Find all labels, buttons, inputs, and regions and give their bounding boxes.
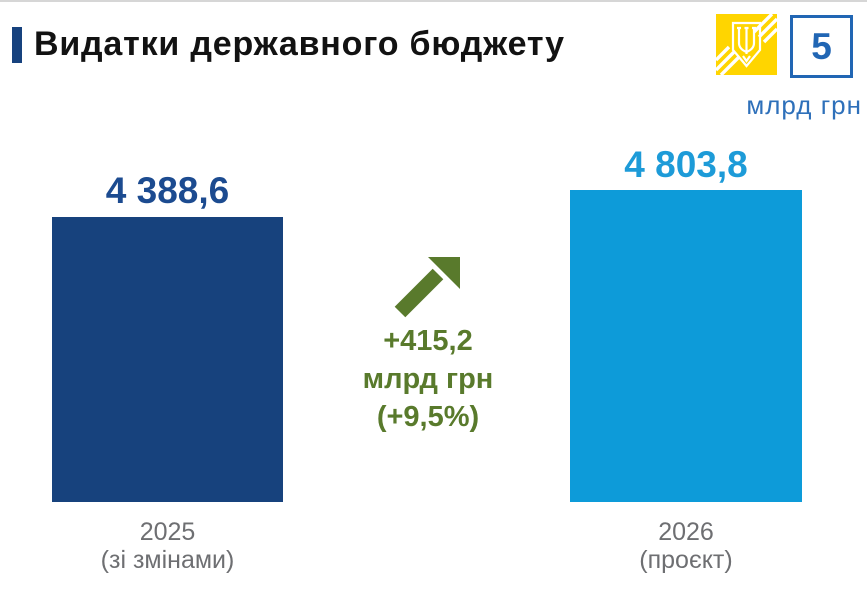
page-title: Видатки державного бюджету [34, 25, 565, 63]
delta-percent-line: (+9,5%) [376, 401, 480, 433]
category-label-2026: 2026 (проєкт) [570, 518, 802, 574]
value-label-2026: 4 803,8 [624, 144, 748, 185]
slide-number-badge: 5 [790, 15, 853, 78]
bar-2025 [52, 217, 283, 502]
year-2026: 2026 [658, 518, 714, 546]
value-label-2025: 4 388,6 [105, 170, 230, 211]
unit-label: млрд грн [746, 90, 862, 120]
year-2025: 2025 [139, 518, 196, 546]
delta-annotation: +415,2 млрд грн (+9,5%) [318, 322, 538, 436]
trident-coat-of-arms-icon [714, 12, 779, 77]
bar-2026 [570, 190, 802, 502]
note-2026: (проєкт) [639, 546, 733, 574]
growth-arrow-icon [392, 257, 460, 320]
top-divider [0, 0, 867, 2]
slide-number: 5 [811, 25, 832, 67]
delta-unit-line: млрд грн [362, 363, 494, 395]
category-label-2025: 2025 (зі змінами) [52, 518, 283, 574]
note-2025: (зі змінами) [100, 546, 235, 574]
delta-value-line: +415,2 [383, 325, 473, 357]
title-accent-bar [12, 27, 22, 63]
